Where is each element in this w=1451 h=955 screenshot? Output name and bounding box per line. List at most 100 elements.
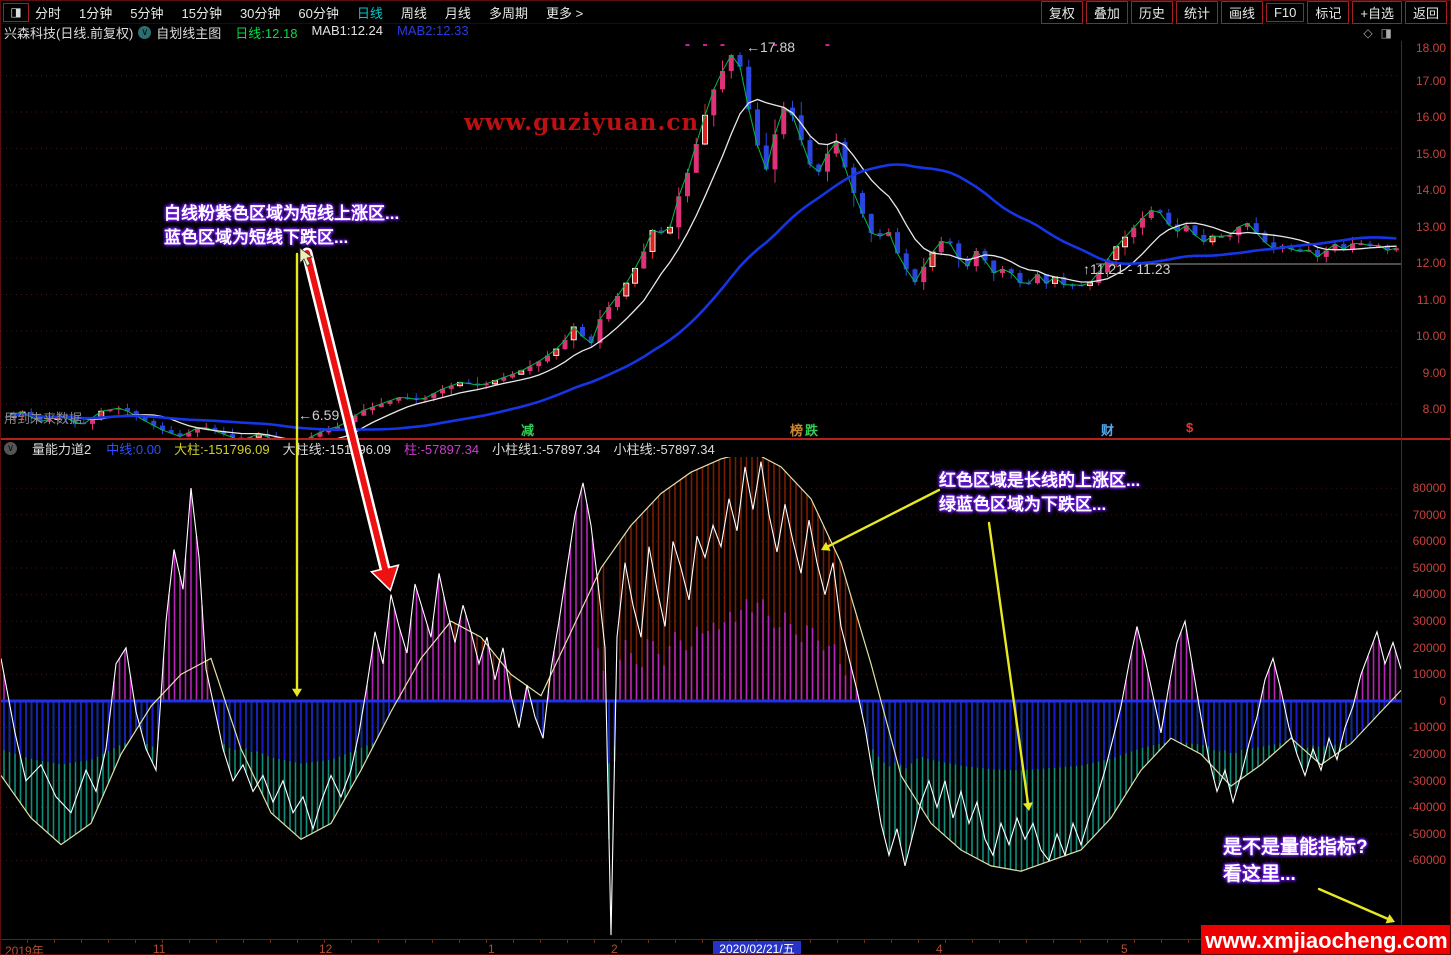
indicator-tick--50000: -50000 [1408, 826, 1446, 841]
indicator-scale: 80000 70000 60000 50000 40000 30000 20000 10000… [1402, 457, 1450, 939]
indicator-tick--20000: -20000 [1408, 747, 1446, 761]
toolbar-item-多周期[interactable]: 多周期 [488, 5, 528, 21]
indicator-tick-40000: 40000 [1412, 587, 1446, 602]
pane-divider[interactable] [1, 438, 1450, 440]
ma-value-MAB2: MAB2:12.33 [397, 23, 469, 38]
toolbar-item-日线[interactable]: 日线 [356, 5, 383, 21]
toolbar-item-5分钟[interactable]: 5分钟 [130, 5, 164, 21]
toolbar-item-月线[interactable]: 月线 [444, 5, 471, 21]
axis-label-11: 11 [153, 942, 166, 955]
toolbar-right-items: 复权 叠加 历史 统计 画线 F10 标记 +自选 返回 [1040, 1, 1450, 24]
annotation-shortterm: 白线粉紫色区域为短线上涨区... 蓝色区域为短线下跌区... [164, 204, 400, 247]
indicator-name[interactable]: 量能力道2 [32, 441, 92, 457]
toolbar-item-15分钟[interactable]: 15分钟 [181, 5, 222, 21]
toolbar-button-叠加[interactable]: 叠加 [1085, 1, 1128, 24]
indicator-tick--10000: -10000 [1408, 720, 1446, 735]
indicator-field-中线: 中线:0.00 [106, 441, 162, 457]
indicator-field-柱: 柱:-57897.34 [403, 441, 480, 457]
scale-border [1401, 41, 1402, 939]
signal-marker-跌: 跌 [805, 423, 819, 438]
axis-label-2: 2 [611, 942, 618, 955]
toolbar-item-周线[interactable]: 周线 [400, 5, 427, 21]
axis-ticks [1, 940, 1401, 943]
toolbar-button-统计[interactable]: 统计 [1175, 1, 1218, 24]
future-data-note: 用到未来数据 [4, 411, 83, 426]
toolbar-button-标记[interactable]: 标记 [1307, 1, 1350, 24]
toolbar-button-+自选[interactable]: +自选 [1352, 1, 1402, 24]
date-axis[interactable]: 2019年 11 12 1 2 4 5 2020/02/21/五 [1, 939, 1401, 955]
chevron-down-icon[interactable]: ∨ [138, 26, 152, 39]
peak-price-label: ←17.88 [746, 39, 796, 55]
signal-marker-财: 财 [1101, 423, 1115, 438]
ma-values: 日线:12.18 MAB1:12.24 MAB2:12.33 [235, 23, 468, 42]
indicator-tick-30000: 30000 [1412, 614, 1446, 628]
indicator-tick-60000: 60000 [1412, 534, 1446, 549]
price-tick-9.00: 9.00 [1422, 365, 1446, 380]
indicator-chart[interactable] [1, 450, 1402, 944]
toolbar-button-画线[interactable]: 画线 [1220, 1, 1263, 24]
toolbar-item-更多 >[interactable]: 更多 > [545, 5, 584, 21]
chevron-down-icon[interactable]: ∨ [4, 441, 17, 455]
ma-value-MAB1: MAB1:12.24 [311, 23, 383, 38]
toolbar-left-items: 分时 1分钟 5分钟 15分钟 30分钟 60分钟 日线 周线 月线 多周期 更多 > [35, 3, 583, 22]
signal-marker-$: $ [1186, 420, 1194, 435]
diamond-icon[interactable]: ◇ [1363, 25, 1373, 40]
toolbar-button-历史[interactable]: 历史 [1130, 1, 1173, 24]
indicator-tick-10000: 10000 [1412, 667, 1446, 682]
main-price-chart[interactable] [1, 41, 1401, 456]
top-toolbar: ◨ 分时 1分钟 5分钟 15分钟 30分钟 60分钟 日线 周线 月线 多周期 更多 > 复权 叠加… [1, 1, 1450, 24]
indicator-field-大柱: 大柱:-151796.09 [174, 441, 270, 457]
axis-label-1: 1 [488, 942, 495, 955]
price-tick-10.00: 10.00 [1415, 329, 1446, 343]
price-tick-17.00: 17.00 [1415, 73, 1446, 88]
toolbar-item-30分钟[interactable]: 30分钟 [239, 5, 281, 21]
axis-label-4: 4 [936, 942, 943, 955]
indicator-field-大柱线: 大柱线:-151796.09 [282, 441, 391, 457]
axis-label-12: 12 [319, 942, 333, 955]
axis-label-5: 5 [1121, 942, 1128, 955]
price-tick-11.00: 11.00 [1416, 292, 1446, 307]
toolbar-button-F10[interactable]: F10 [1265, 2, 1305, 22]
signal-marker-减: 减 [521, 423, 535, 438]
indicator-tick-80000: 80000 [1412, 481, 1446, 495]
axis-label-2019年: 2019年 [5, 944, 44, 955]
toolbar-item-分时[interactable]: 分时 [35, 5, 62, 21]
indicator-tick--40000: -40000 [1408, 800, 1446, 815]
indicator-tick-50000: 50000 [1412, 560, 1446, 575]
date-highlight: 2020/02/21/五 [713, 941, 801, 954]
annotation-longterm: 红色区域是长线的上涨区... 绿蓝色区域为下跌区... [939, 471, 1141, 514]
window-icon[interactable]: ◨ [1380, 25, 1392, 40]
window-split-icon[interactable]: ◨ [3, 2, 29, 22]
toolbar-item-1分钟[interactable]: 1分钟 [79, 5, 113, 21]
indicator-tick--30000: -30000 [1408, 773, 1446, 788]
price-tick-13.00: 13.00 [1415, 219, 1446, 234]
annotation-volume: 是不是量能指标? 看这里... [1223, 837, 1368, 885]
stock-title[interactable]: 兴森科技(日线.前复权) [4, 26, 134, 41]
indicator-tick--60000: -60000 [1408, 853, 1446, 868]
price-tick-8.00: 8.00 [1422, 402, 1446, 416]
low-price-label: ←6.59 [298, 407, 340, 423]
title-bar: 兴森科技(日线.前复权) ∨ 自划线主图 日线:12.18 MAB1:12.24 M… [1, 23, 1450, 42]
indicator-tick-70000: 70000 [1412, 507, 1446, 522]
signal-marker-榜: 榜 [790, 423, 804, 438]
indicator-tick-0: 0 [1439, 693, 1446, 708]
indicator-values: 中线:0.00 大柱:-151796.09 大柱线:-151796.09 柱:-578… [106, 440, 715, 457]
price-tick-15.00: 15.00 [1415, 146, 1446, 161]
indicator-field-小柱线1: 小柱线1:-57897.34 [492, 441, 601, 457]
indicator-field-小柱线: 小柱线:-57897.34 [613, 441, 715, 457]
ma-value-日线: 日线:12.18 [235, 26, 298, 41]
range-price-label: ↑11.21 - 11.23 [1083, 261, 1171, 277]
toolbar-button-返回[interactable]: 返回 [1404, 1, 1447, 24]
main-overlay-name[interactable]: 自划线主图 [156, 26, 222, 41]
price-tick-18.00: 18.00 [1415, 41, 1446, 55]
toolbar-button-复权[interactable]: 复权 [1040, 1, 1083, 24]
watermark-guziyuan: www.guziyuan.cn [464, 109, 700, 136]
banner-xmjiaocheng: www.xmjiaocheng.com [1201, 925, 1450, 954]
price-tick-16.00: 16.00 [1415, 110, 1446, 124]
price-tick-12.00: 12.00 [1415, 256, 1446, 270]
indicator-tick-20000: 20000 [1412, 640, 1446, 655]
price-tick-14.00: 14.00 [1415, 183, 1446, 197]
price-scale: 18.00 17.00 16.00 15.00 14.00 13.00 12.00 11.00… [1402, 41, 1450, 438]
toolbar-item-60分钟[interactable]: 60分钟 [298, 5, 339, 21]
